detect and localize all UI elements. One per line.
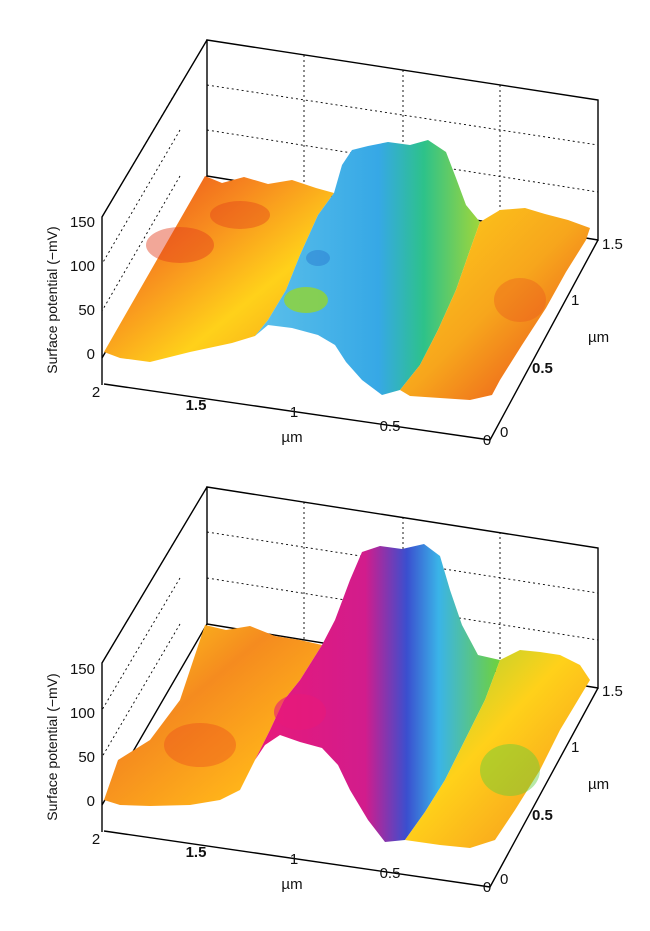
z-tick-label: 0 bbox=[87, 346, 95, 363]
grid-line bbox=[101, 531, 181, 664]
x-axis-title: µm bbox=[281, 429, 302, 446]
y-tick-label: 1.5 bbox=[602, 683, 623, 700]
grid-line bbox=[101, 577, 181, 711]
y-tick-label: 0.5 bbox=[532, 807, 553, 824]
y-axis-title: Surface potential (−mV) bbox=[44, 673, 60, 820]
grid-line bbox=[206, 84, 599, 146]
x-tick-label: 0 bbox=[483, 879, 491, 896]
y-tick-label: 1 bbox=[571, 292, 579, 309]
x-tick-label: 1.5 bbox=[186, 844, 207, 861]
y-axis-title: Surface potential (−mV) bbox=[44, 226, 60, 373]
y-axis-title: µm bbox=[588, 776, 609, 793]
x-tick-label: 2 bbox=[92, 831, 100, 848]
surface-ridge bbox=[255, 544, 500, 842]
z-tick-label: 0 bbox=[87, 793, 95, 810]
y-tick-label: 0.5 bbox=[532, 360, 553, 377]
grid-line bbox=[101, 129, 181, 265]
surface-spot bbox=[146, 227, 214, 263]
grid-line bbox=[206, 129, 599, 193]
x-axis-line bbox=[103, 383, 491, 441]
x-tick-label: 1.5 bbox=[186, 397, 207, 414]
x-axis-line bbox=[103, 830, 491, 888]
y-tick-label: 0 bbox=[500, 424, 508, 441]
grid-line bbox=[101, 623, 181, 758]
y-axis-line bbox=[489, 687, 599, 888]
surface-spot bbox=[480, 744, 540, 796]
x-tick-label: 1 bbox=[290, 404, 298, 421]
x-tick-label: 1 bbox=[290, 851, 298, 868]
y-tick-label: 0 bbox=[500, 871, 508, 888]
y-tick-label: 1.5 bbox=[602, 236, 623, 253]
x-tick-label: 0.5 bbox=[380, 865, 401, 882]
z-tick-label: 50 bbox=[78, 749, 95, 766]
grid-line bbox=[101, 84, 181, 218]
grid-line bbox=[206, 531, 599, 594]
y-axis-line bbox=[489, 239, 599, 441]
surface-right-plateau bbox=[405, 650, 590, 848]
x-tick-label: 2 bbox=[92, 384, 100, 401]
x-axis-title: µm bbox=[281, 876, 302, 893]
surface-spot bbox=[306, 250, 330, 266]
surface-spot bbox=[284, 287, 328, 313]
y-axis-title: µm bbox=[588, 329, 609, 346]
surface-spot bbox=[494, 278, 546, 322]
grid-line bbox=[101, 175, 181, 312]
z-tick-label: 100 bbox=[70, 258, 95, 275]
surface-left-plateau bbox=[104, 176, 334, 362]
surface-plot-2: 0 50 100 150 Surface potential (−mV) 2 1… bbox=[44, 486, 623, 896]
surface-plot-1: 0 50 100 150 Surface potential (−mV) 2 1… bbox=[44, 39, 623, 449]
surface-ridge bbox=[255, 140, 480, 395]
surface-spot bbox=[164, 723, 236, 767]
y-tick-label: 1 bbox=[571, 739, 579, 756]
z-tick-label: 100 bbox=[70, 705, 95, 722]
x-tick-label: 0 bbox=[483, 432, 491, 449]
surface-left-plateau bbox=[104, 625, 322, 806]
surface-right-plateau bbox=[400, 208, 590, 400]
z-tick-label: 150 bbox=[70, 661, 95, 678]
z-tick-label: 50 bbox=[78, 302, 95, 319]
grid-line bbox=[206, 577, 599, 641]
x-tick-label: 0.5 bbox=[380, 418, 401, 435]
surface-spot bbox=[274, 694, 326, 730]
z-tick-label: 150 bbox=[70, 214, 95, 231]
surface-spot bbox=[210, 201, 270, 229]
